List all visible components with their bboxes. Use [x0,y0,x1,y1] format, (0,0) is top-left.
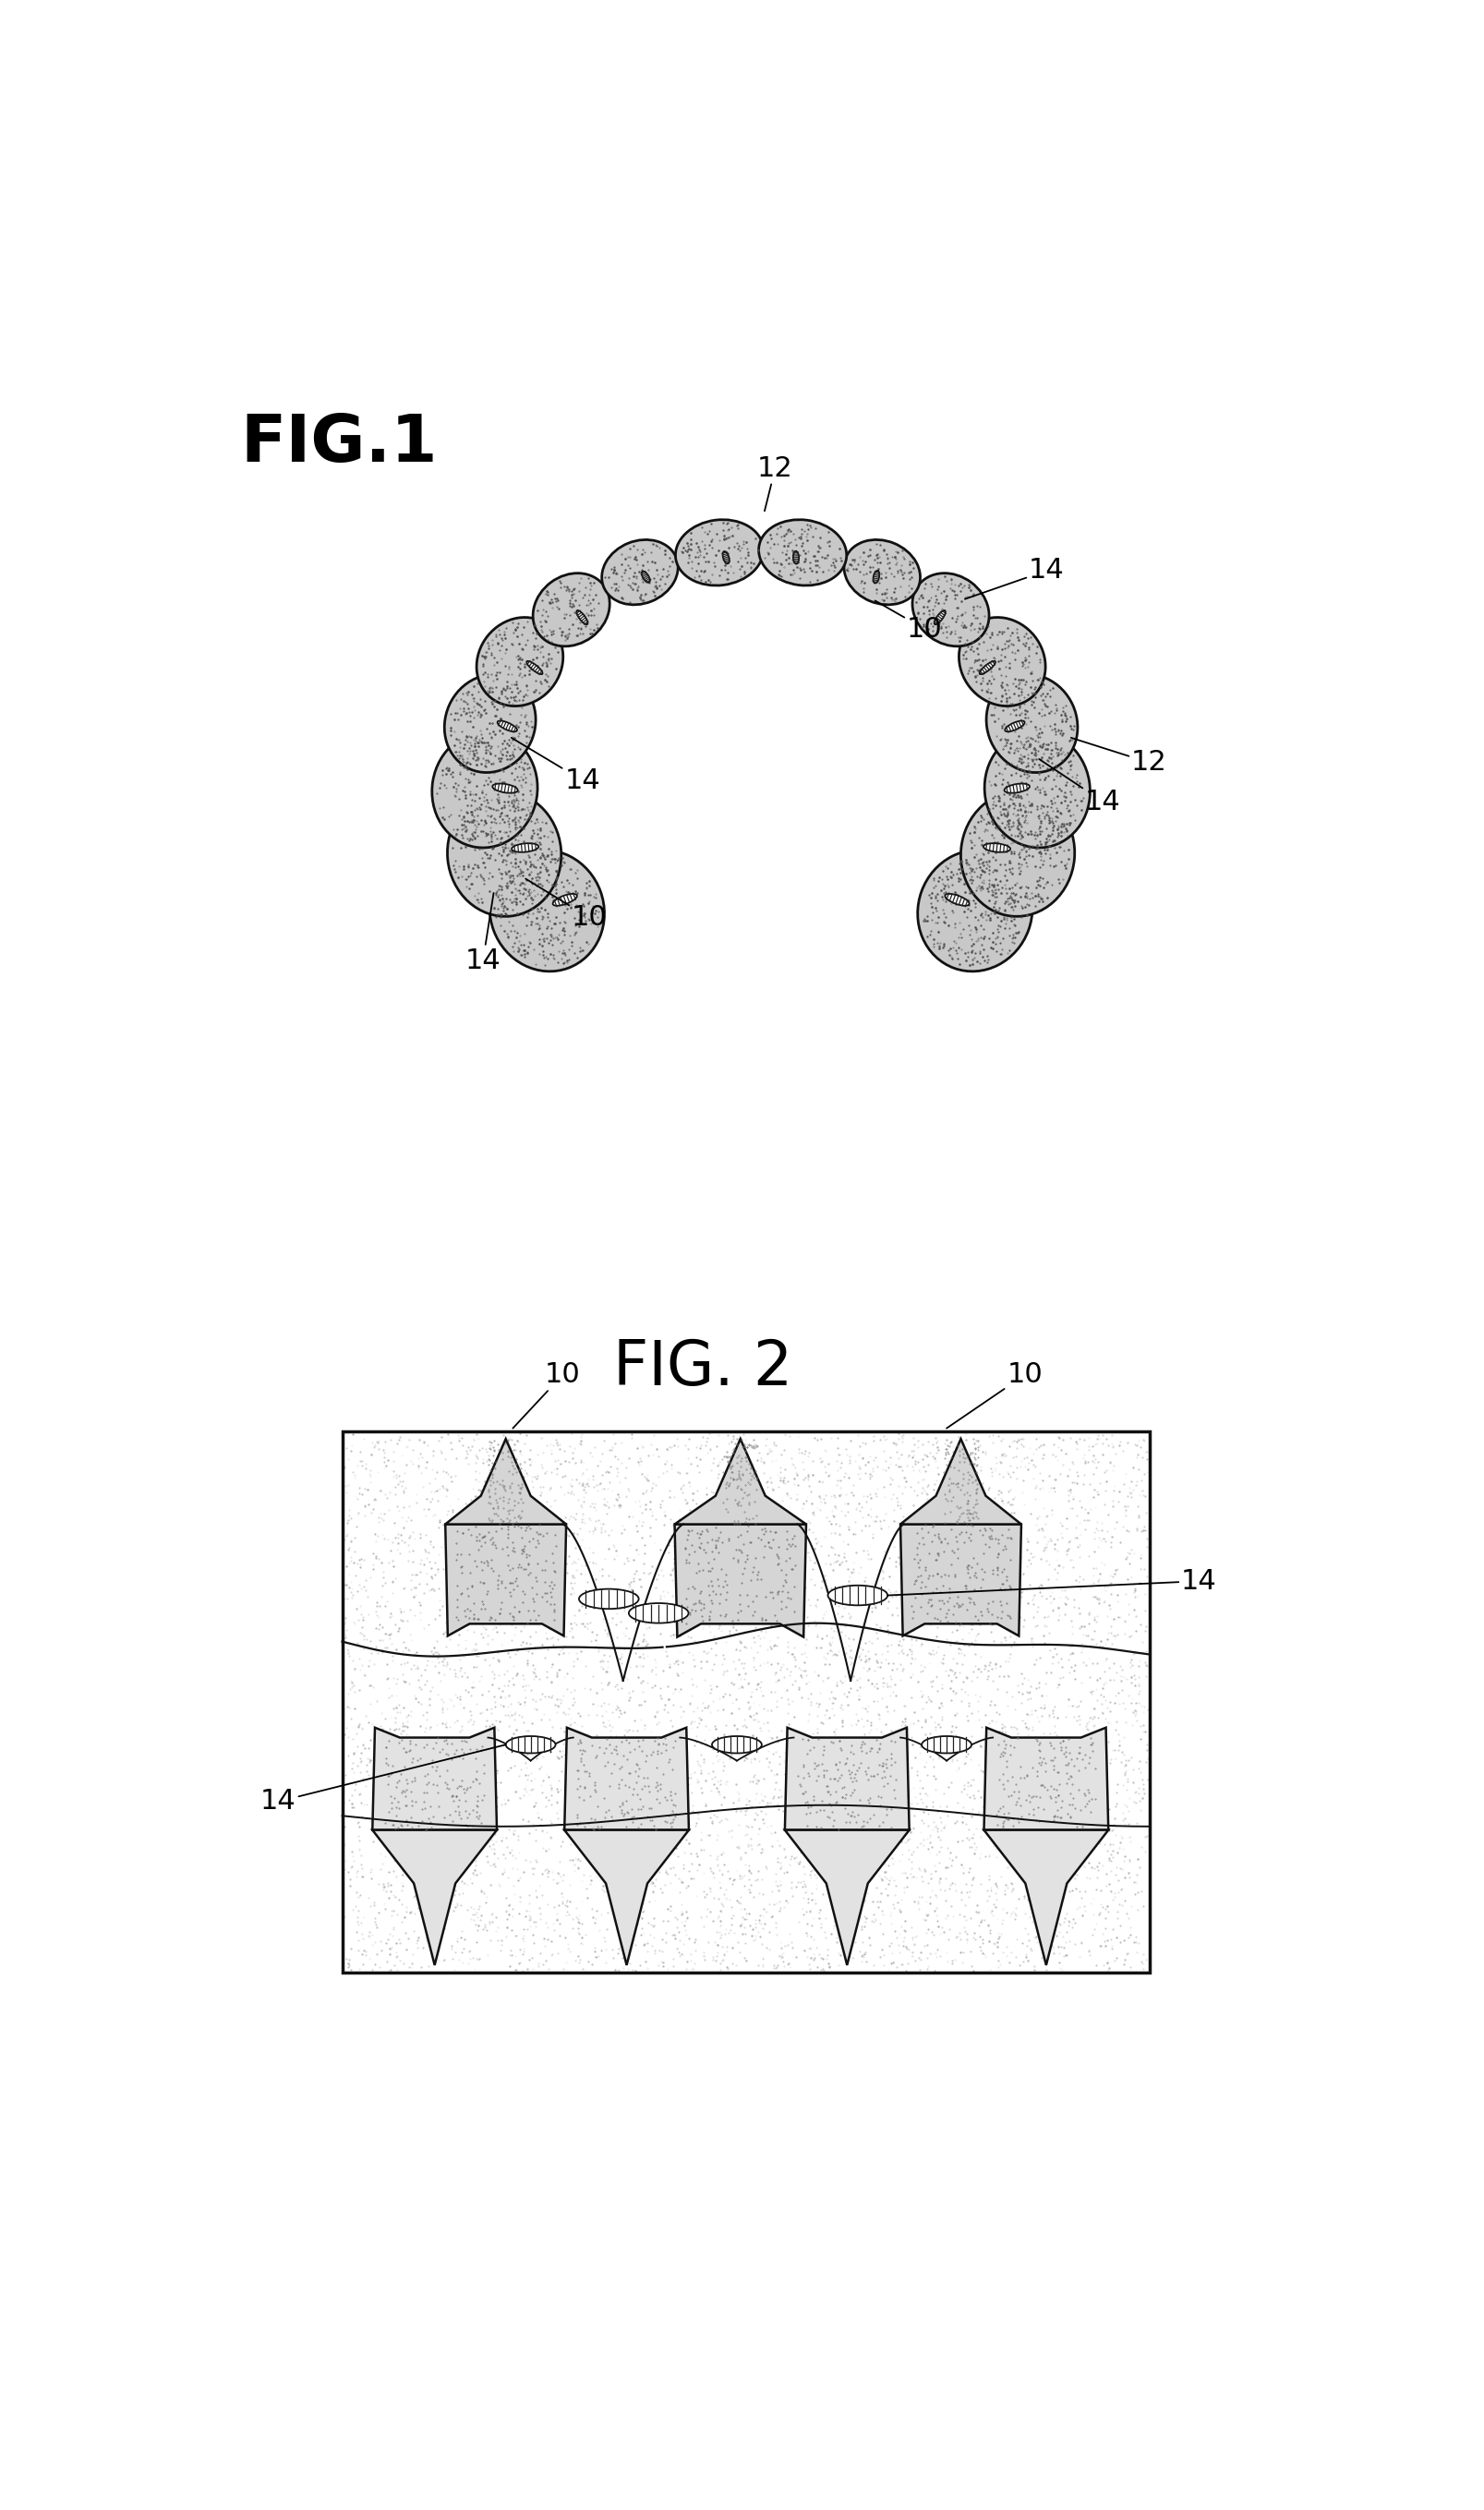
Text: FIG. 2: FIG. 2 [613,1338,792,1398]
Ellipse shape [497,720,516,730]
Ellipse shape [493,783,518,793]
Polygon shape [564,1830,689,1965]
Ellipse shape [792,552,798,565]
Polygon shape [564,1727,689,1830]
Ellipse shape [527,660,542,675]
Text: 12: 12 [1070,738,1166,776]
Ellipse shape [506,1737,555,1752]
Text: 14: 14 [510,738,600,793]
Ellipse shape [985,675,1077,773]
Polygon shape [785,1727,908,1830]
Polygon shape [445,1524,565,1637]
Ellipse shape [552,894,577,906]
Polygon shape [899,1438,1021,1524]
Ellipse shape [922,1737,971,1752]
Ellipse shape [873,570,879,582]
Polygon shape [372,1727,497,1830]
Ellipse shape [432,730,537,848]
Text: 10: 10 [945,1360,1042,1428]
Ellipse shape [944,894,969,906]
Ellipse shape [490,851,604,971]
Ellipse shape [979,660,994,675]
Ellipse shape [476,617,562,705]
Text: 14: 14 [1039,758,1120,816]
Text: 10: 10 [525,878,607,931]
Ellipse shape [982,843,1009,853]
Text: 10: 10 [512,1360,580,1428]
Ellipse shape [960,791,1074,916]
Text: 10: 10 [874,600,942,643]
Ellipse shape [711,1737,761,1752]
Polygon shape [372,1830,497,1965]
Ellipse shape [911,572,988,645]
Polygon shape [984,1830,1107,1965]
Text: 14: 14 [260,1744,506,1815]
Text: 14: 14 [965,557,1064,600]
Ellipse shape [723,552,729,565]
Polygon shape [785,1830,908,1965]
Polygon shape [445,1438,565,1524]
Ellipse shape [512,843,539,853]
Ellipse shape [576,610,588,625]
Ellipse shape [917,851,1031,971]
Ellipse shape [641,572,650,582]
Text: FIG.1: FIG.1 [240,412,438,474]
Ellipse shape [828,1586,887,1606]
Text: 14: 14 [887,1569,1217,1596]
Ellipse shape [1005,720,1024,730]
Bar [341,1431,1149,1973]
Ellipse shape [959,617,1045,705]
Text: 14: 14 [464,894,500,974]
Ellipse shape [675,520,763,585]
Ellipse shape [447,791,561,916]
Ellipse shape [758,520,846,585]
Ellipse shape [628,1604,689,1624]
Ellipse shape [533,572,610,645]
Polygon shape [899,1524,1021,1637]
Ellipse shape [444,675,536,773]
Ellipse shape [843,540,920,605]
Polygon shape [674,1438,806,1524]
Polygon shape [674,1524,806,1637]
Polygon shape [984,1727,1107,1830]
Ellipse shape [579,1589,638,1609]
Ellipse shape [984,730,1089,848]
Text: 12: 12 [757,454,792,512]
Ellipse shape [933,610,945,625]
Ellipse shape [1003,783,1028,793]
Ellipse shape [601,540,678,605]
